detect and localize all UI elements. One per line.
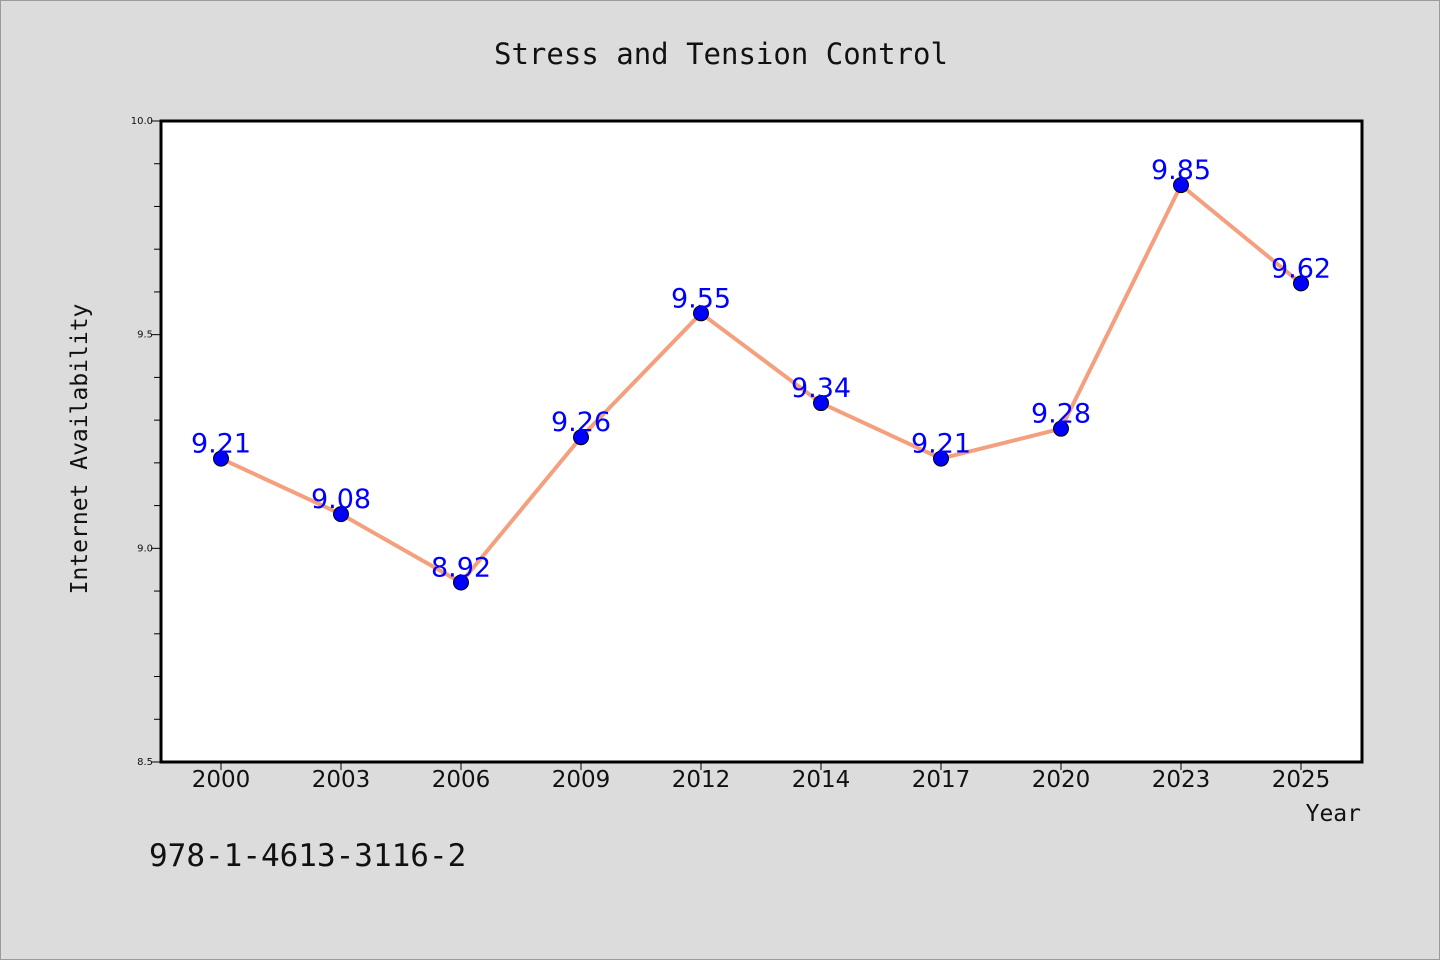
data-label: 9.21 [191,429,251,460]
data-point [813,395,829,412]
x-tick-label: 2025 [1272,767,1331,793]
data-point [1293,275,1309,292]
data-label: 9.08 [311,484,371,515]
data-label: 9.34 [791,373,851,404]
x-tick-label: 2012 [672,767,731,793]
y-tick-label: 8.5 [137,757,153,768]
y-axis-label: Internet Availability [67,304,93,595]
data-point [573,429,589,446]
series-layer: 9.21 9.08 8.92 9.26 9.55 9.34 9.21 9.28 9.85 9.62 [191,155,1331,591]
data-label: 8.92 [431,553,491,584]
series-line [219,183,1303,585]
x-axis-ticks: 2000 2003 2006 2009 2012 2014 2017 2020 2023 2025 [192,762,1331,793]
data-label: 9.55 [671,283,731,314]
x-axis-label: Year [1306,801,1361,827]
x-tick-label: 2003 [312,767,371,793]
data-point [1053,420,1069,437]
data-label: 9.62 [1271,253,1331,284]
x-tick-label: 2020 [1032,767,1091,793]
data-label: 9.28 [1031,399,1091,430]
plot-area [159,119,1364,764]
chart-title: Stress and Tension Control [494,37,948,71]
x-tick-label: 2000 [192,767,251,793]
data-label: 9.85 [1151,155,1211,186]
data-point [693,305,709,322]
data-point [213,450,229,467]
x-tick-label: 2006 [432,767,491,793]
data-point [933,450,949,467]
data-label: 9.21 [911,429,971,460]
isbn-label: 978-1-4613-3116-2 [149,838,466,874]
y-tick-label: 10.0 [131,116,153,127]
x-tick-label: 2009 [552,767,611,793]
x-tick-label: 2023 [1152,767,1211,793]
data-point [453,574,469,591]
y-tick-label: 9.0 [137,543,153,554]
data-point [1173,177,1189,194]
data-point [333,506,349,523]
data-label: 9.26 [551,407,611,438]
y-axis-ticks: 8.5 9.0 9.5 10.0 [131,116,161,768]
y-tick-label: 9.5 [137,330,153,341]
x-tick-label: 2014 [792,767,851,793]
x-tick-label: 2017 [912,767,971,793]
